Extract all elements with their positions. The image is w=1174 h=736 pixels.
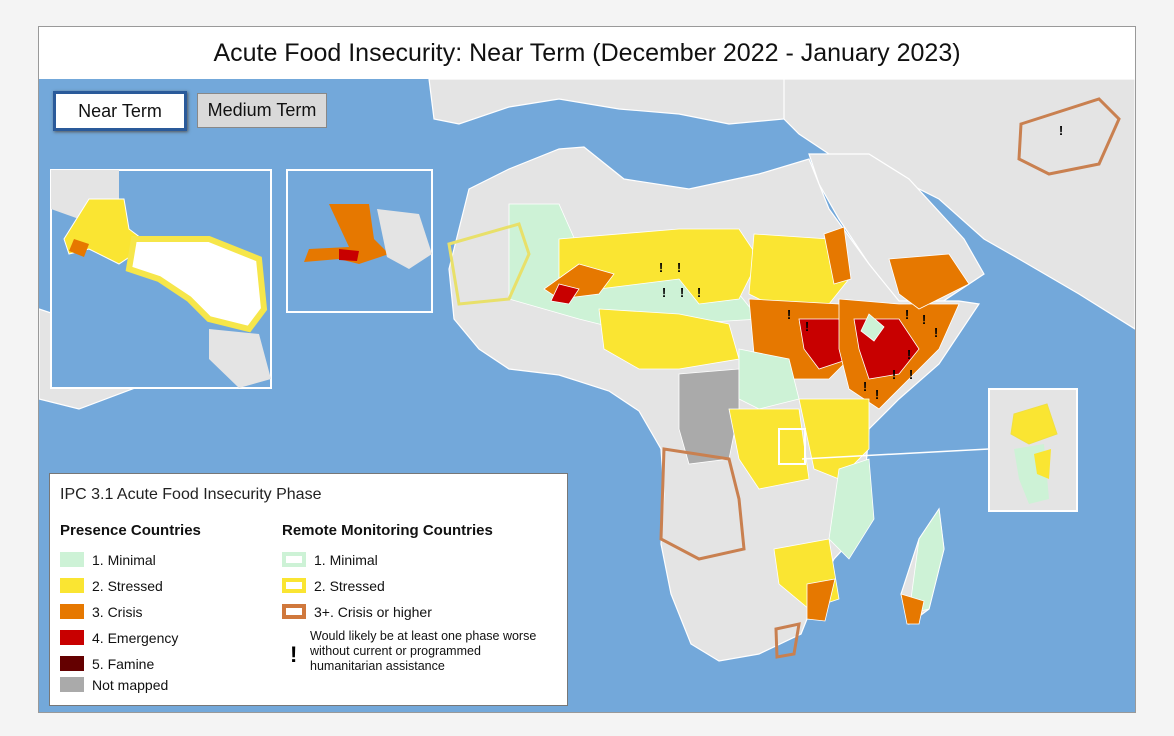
legend-label: 1. Minimal [314, 552, 378, 568]
legend-item: 3+. Crisis or higher [282, 602, 482, 622]
legend-swatch [282, 604, 306, 619]
note-symbol: ! [290, 642, 298, 667]
map-marker: ! [934, 325, 938, 340]
legend-label: 4. Emergency [92, 630, 179, 646]
legend-item: 2. Stressed [282, 576, 482, 596]
legend-swatch [282, 578, 306, 593]
legend-swatch [60, 552, 84, 567]
map-marker: ! [892, 367, 896, 382]
inset-haiti [286, 169, 433, 313]
map-marker: ! [787, 307, 791, 322]
legend-heading: Remote Monitoring Countries [282, 522, 493, 539]
map-marker: ! [677, 260, 681, 275]
legend-title: IPC 3.1 Acute Food Insecurity Phase [60, 486, 322, 503]
legend-label: Not mapped [92, 677, 169, 693]
legend-label: 2. Stressed [92, 578, 163, 594]
inset-central-america [50, 169, 272, 389]
map-marker: ! [697, 285, 701, 300]
legend-swatch [282, 552, 306, 567]
remote-borders [447, 97, 1121, 659]
legend-swatch [60, 604, 84, 619]
legend-item: 4. Emergency [60, 628, 260, 648]
legend-item: 1. Minimal [60, 550, 260, 570]
legend-swatch [60, 578, 84, 593]
legend-swatch [60, 656, 84, 671]
legend-item: 5. Famine [60, 654, 260, 674]
legend-item: Not mapped [60, 675, 260, 695]
map-frame: Acute Food Insecurity: Near Term (Decemb… [38, 26, 1136, 713]
legend-label: 2. Stressed [314, 578, 385, 594]
map-title: Acute Food Insecurity: Near Term (Decemb… [39, 27, 1135, 80]
legend-label: 3+. Crisis or higher [314, 604, 432, 620]
legend-heading: Presence Countries [60, 522, 201, 539]
legend-item: 2. Stressed [60, 576, 260, 596]
legend-item: 3. Crisis [60, 602, 260, 622]
map-marker: ! [905, 307, 909, 322]
inset-rwanda [778, 388, 1078, 512]
map-marker: ! [680, 285, 684, 300]
legend-swatch [60, 677, 84, 692]
legend-item: 1. Minimal [282, 550, 482, 570]
phase-areas [508, 203, 970, 625]
map-marker: ! [907, 347, 911, 362]
tab-medium-term[interactable]: Medium Term [197, 93, 327, 128]
tab-near-term[interactable]: Near Term [53, 91, 187, 131]
map-marker: ! [909, 367, 913, 382]
map-marker: ! [805, 319, 809, 334]
map-marker: ! [1059, 123, 1063, 138]
legend-label: 1. Minimal [92, 552, 156, 568]
map-marker: ! [863, 379, 867, 394]
map-marker: ! [922, 312, 926, 327]
map-marker: ! [875, 387, 879, 402]
legend: IPC 3.1 Acute Food Insecurity Phase Pres… [49, 473, 568, 706]
legend-label: 3. Crisis [92, 604, 143, 620]
legend-swatch [60, 630, 84, 645]
legend-label: 5. Famine [92, 656, 155, 672]
note: Would likely be at least one phase worse… [310, 629, 537, 673]
map-marker: ! [659, 260, 663, 275]
map-marker: ! [662, 285, 666, 300]
